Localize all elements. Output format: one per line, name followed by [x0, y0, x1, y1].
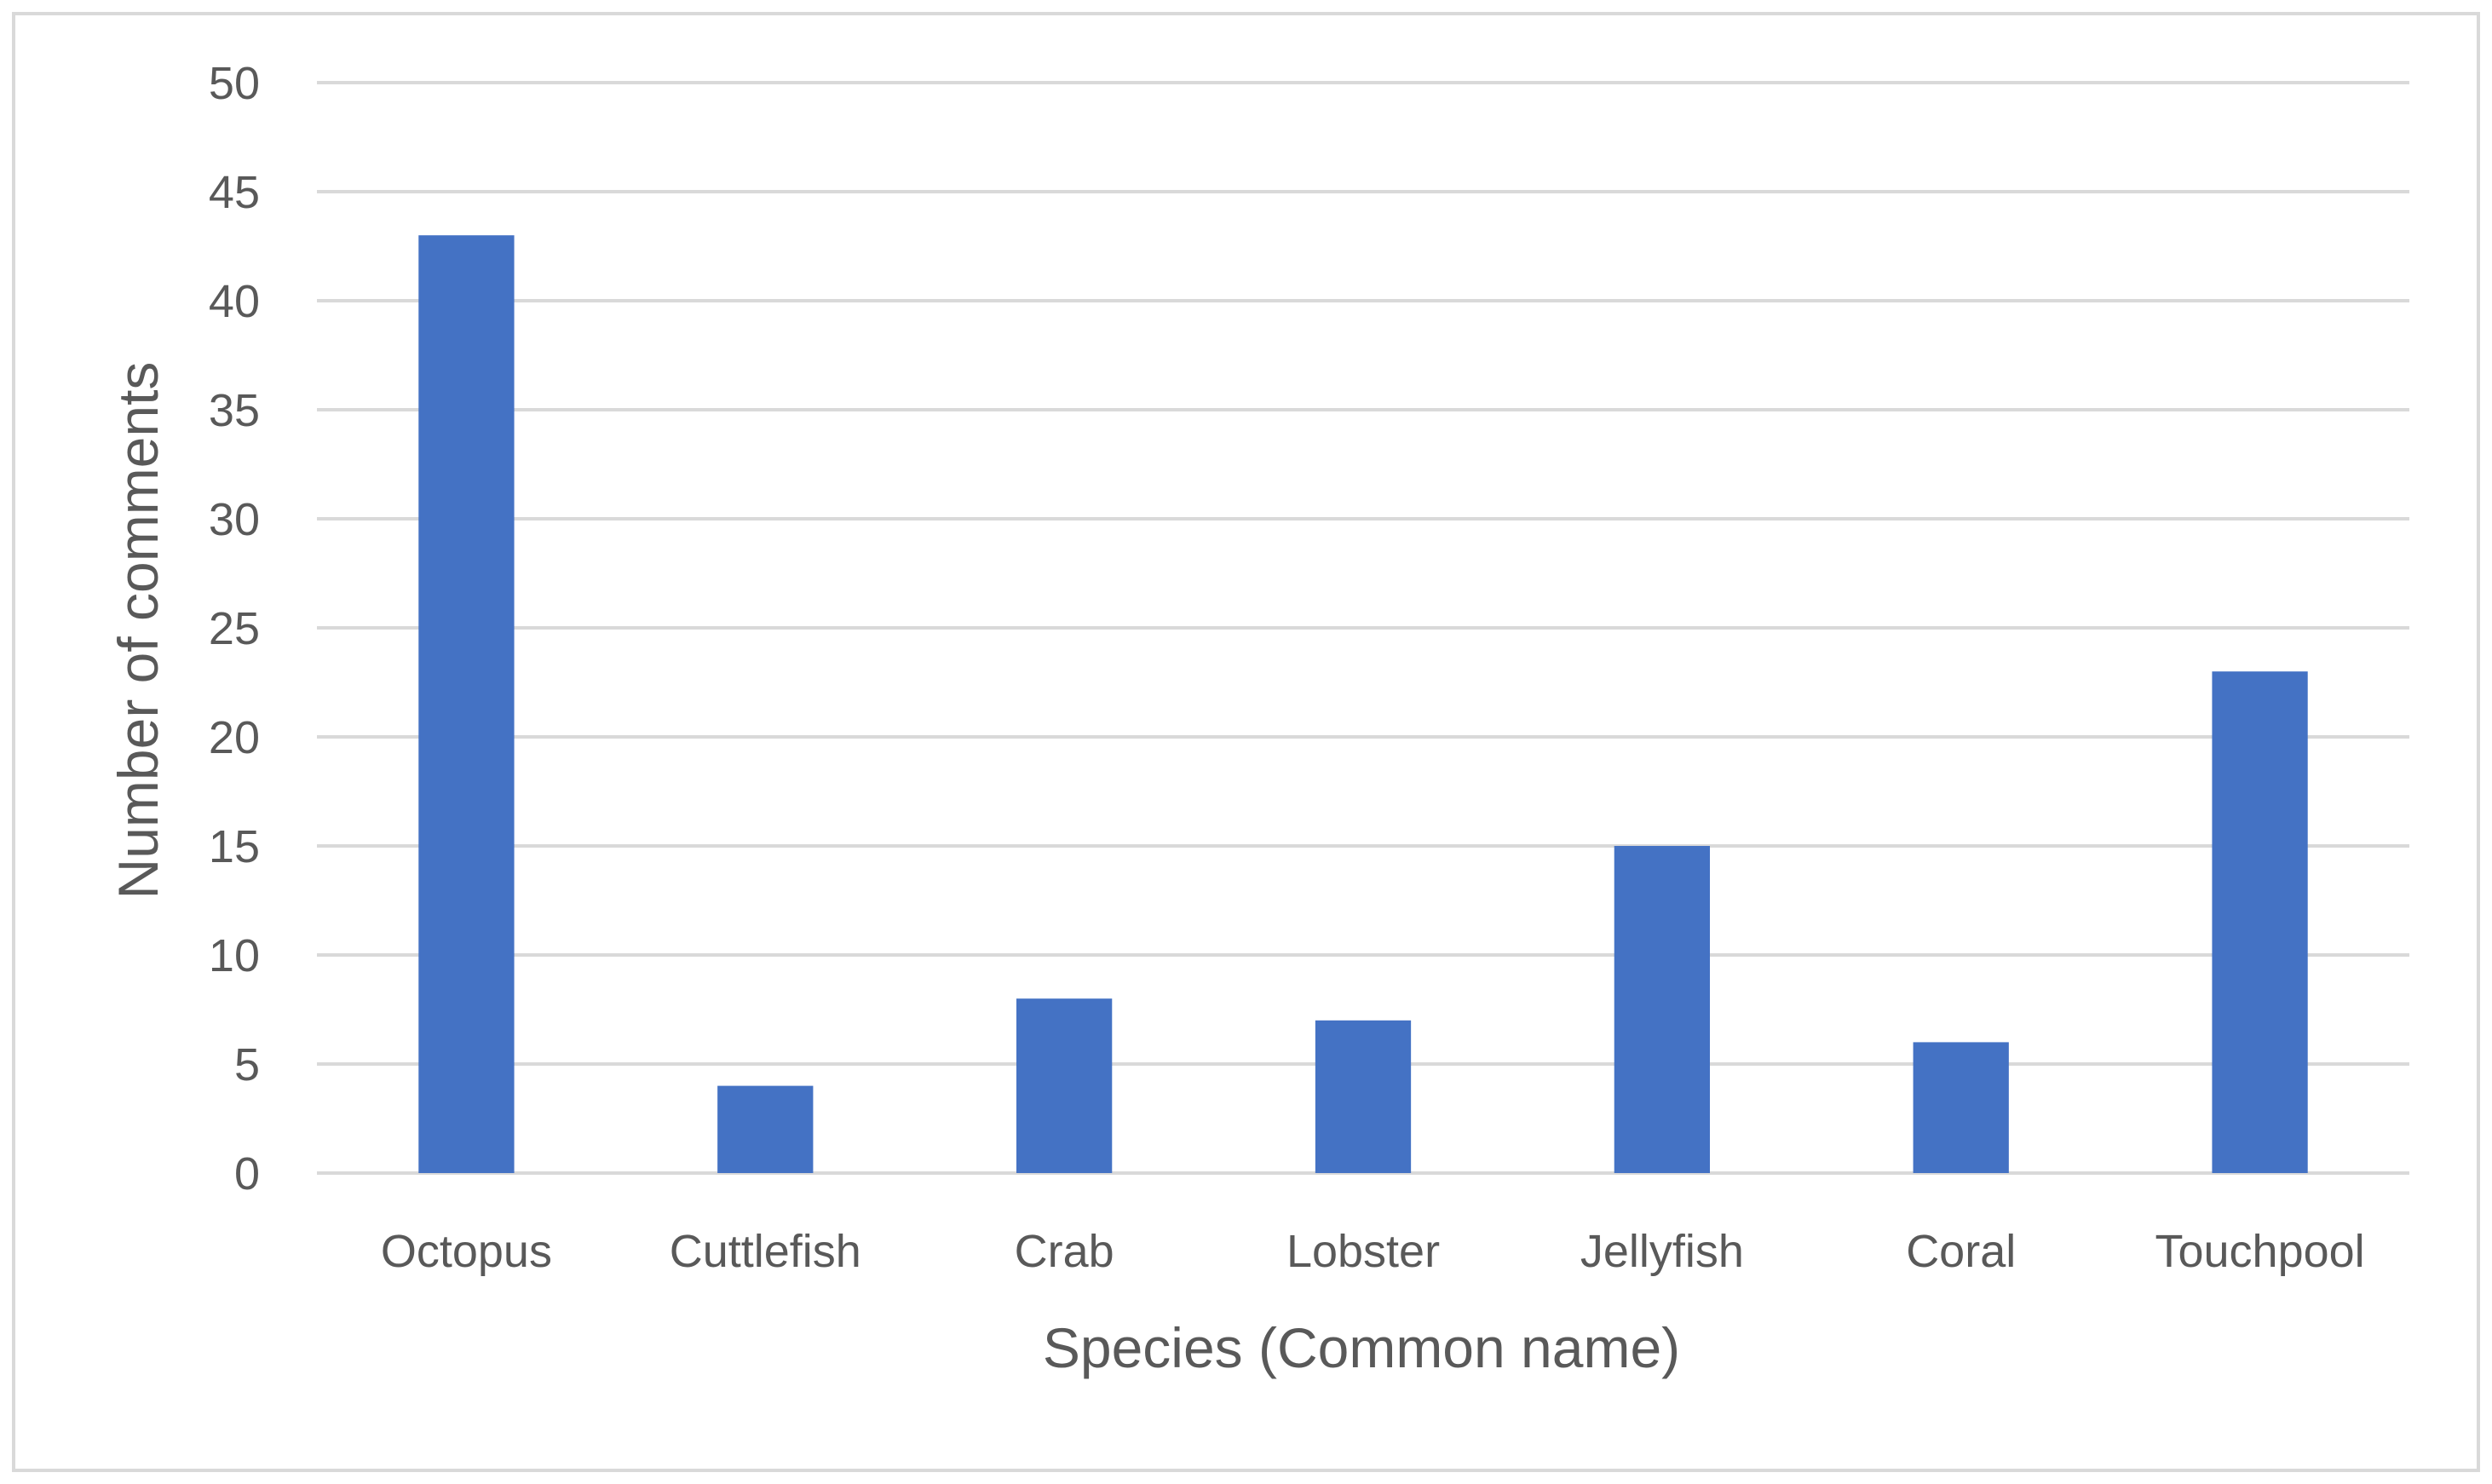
y-tick-label: 50 — [209, 58, 260, 109]
y-tick-label: 20 — [209, 712, 260, 763]
bar-lobster — [1315, 1020, 1412, 1173]
bar-cuttlefish — [717, 1085, 814, 1173]
bar-octopus — [418, 235, 515, 1174]
y-tick-label: 40 — [209, 276, 260, 327]
y-tick-label: 0 — [234, 1148, 260, 1199]
x-tick-label-jellyfish: Jellyfish — [1580, 1226, 1744, 1277]
y-tick-label: 15 — [209, 821, 260, 872]
bars — [418, 235, 2308, 1174]
y-tick-label: 45 — [209, 167, 260, 218]
x-tick-label-crab: Crab — [1015, 1226, 1114, 1277]
y-tick-label: 25 — [209, 603, 260, 654]
y-tick-label: 35 — [209, 385, 260, 436]
bar-coral — [1913, 1042, 2009, 1173]
x-axis-title: Species (Common name) — [1043, 1316, 1680, 1379]
bar-touchpool — [2212, 671, 2308, 1173]
gridlines — [317, 81, 2409, 1175]
bar-jellyfish — [1614, 846, 1710, 1173]
y-tick-label: 30 — [209, 494, 260, 545]
y-tick-label: 10 — [209, 930, 260, 981]
x-tick-label-lobster: Lobster — [1286, 1226, 1440, 1277]
x-tick-label-cuttlefish: Cuttlefish — [670, 1226, 861, 1277]
x-tick-label-touchpool: Touchpool — [2155, 1226, 2364, 1277]
y-tick-label: 5 — [234, 1039, 260, 1090]
bar-crab — [1016, 998, 1113, 1173]
y-axis-ticks: 0 5 10 15 20 25 30 35 40 45 50 — [209, 58, 260, 1199]
x-axis-ticks: Octopus Cuttlefish Crab Lobster Jellyfish Cor… — [381, 1226, 2365, 1277]
x-tick-label-octopus: Octopus — [381, 1226, 552, 1277]
x-tick-label-coral: Coral — [1906, 1226, 2016, 1277]
y-axis-title: Number of comments — [106, 362, 170, 900]
